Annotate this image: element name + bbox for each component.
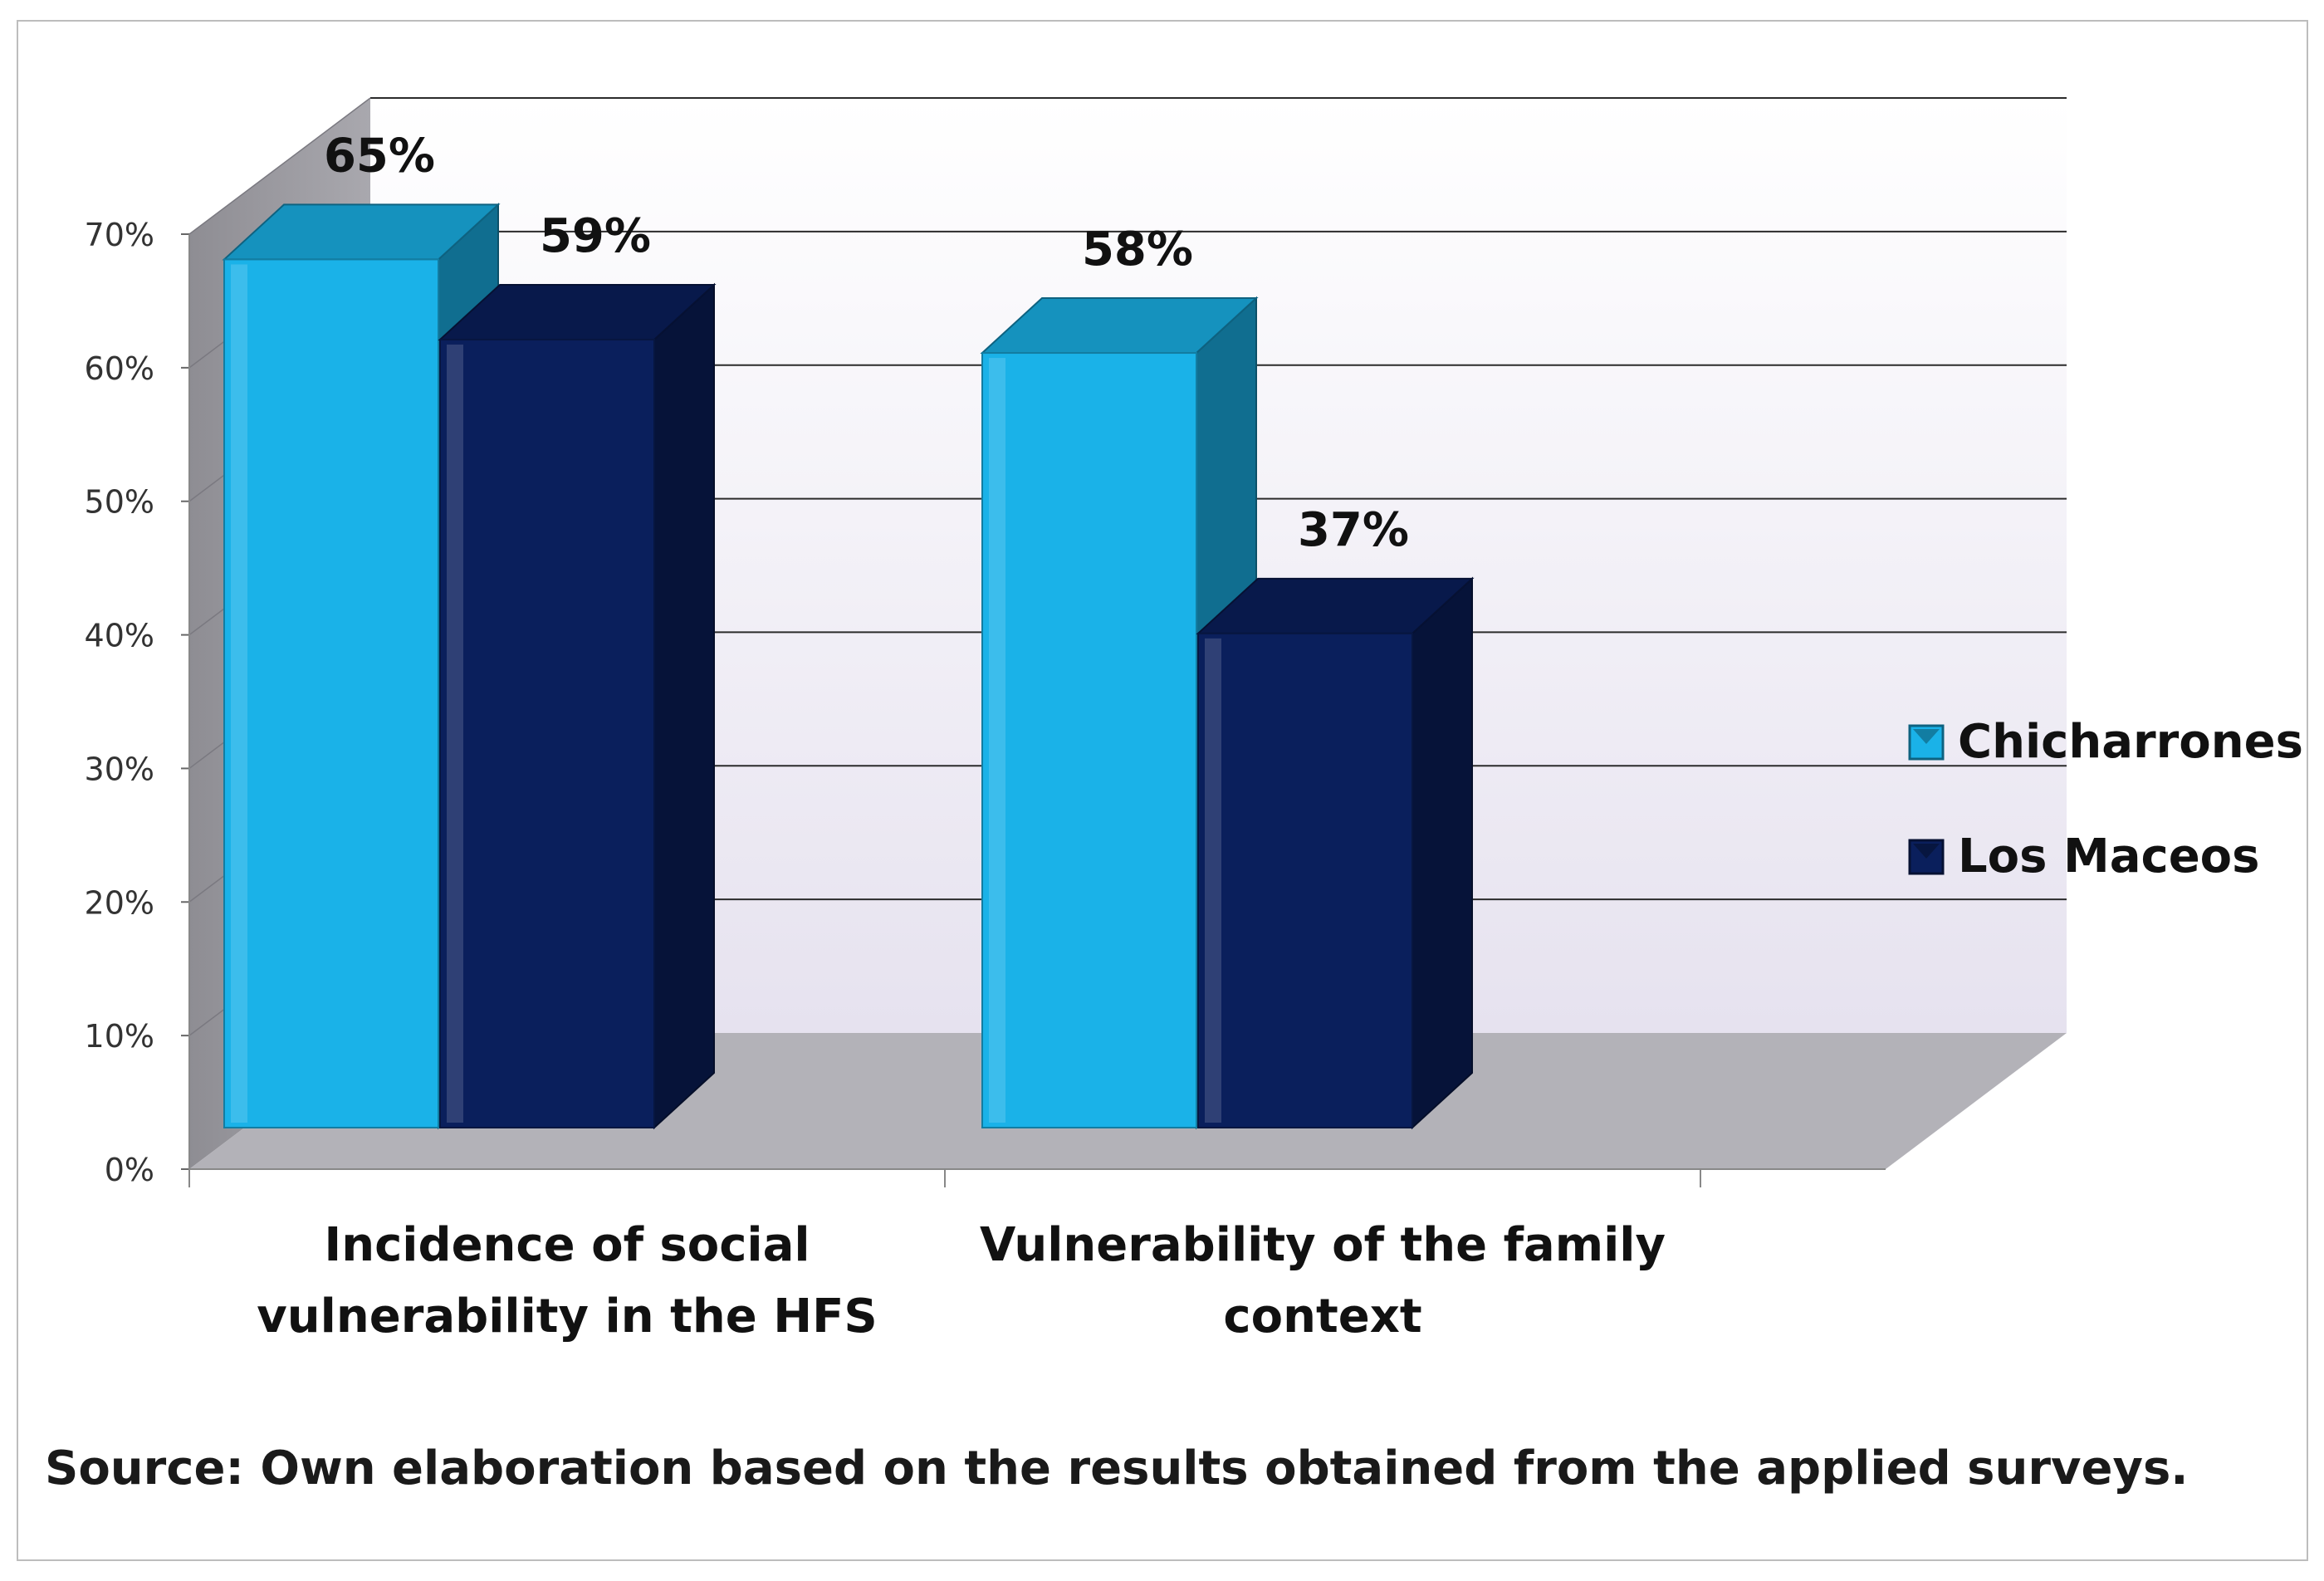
y-tick-label: 50%	[85, 484, 154, 521]
data-label: 37%	[1298, 503, 1409, 557]
y-tick-label: 60%	[85, 350, 154, 387]
source-note: Source: Own elaboration based on the res…	[45, 1442, 2189, 1495]
bar-front	[223, 258, 439, 1128]
legend-label: Los Maceos	[1958, 830, 2259, 884]
legend-swatch-shade	[1913, 844, 1940, 859]
gridline-side	[188, 97, 371, 235]
y-tick-label: 30%	[85, 751, 154, 787]
data-label: 58%	[1082, 223, 1193, 277]
legend-label: Chicharrones	[1958, 715, 2303, 769]
legend-item-2: Los Maceos	[1908, 830, 2259, 884]
legend-swatch-shade	[1913, 729, 1940, 744]
bar-los-maceos-1	[438, 282, 717, 1130]
bar-los-maceos-2	[1196, 576, 1475, 1130]
category-label: vulnerability in the HFS	[257, 1290, 877, 1344]
y-tick-label: 70%	[85, 217, 154, 253]
bar-front	[981, 352, 1197, 1128]
y-tick-label: 0%	[105, 1152, 154, 1188]
bar-highlight	[1205, 638, 1221, 1123]
y-tick-label: 10%	[85, 1018, 154, 1055]
legend-item-1: Chicharrones	[1908, 715, 2303, 769]
bar-side	[653, 282, 715, 1130]
category-label: context	[1223, 1290, 1421, 1344]
bar-highlight	[447, 344, 463, 1123]
y-tick-label: 40%	[85, 618, 154, 654]
bar-front	[1197, 632, 1413, 1128]
category-label: Incidence of social	[324, 1218, 810, 1272]
bar-highlight	[989, 358, 1005, 1123]
data-label: 65%	[324, 129, 435, 183]
bar-front	[439, 338, 655, 1128]
bar-side	[1412, 576, 1473, 1130]
data-label: 59%	[540, 209, 651, 263]
bar-highlight	[231, 264, 247, 1123]
y-tick-label: 20%	[85, 884, 154, 921]
category-label: Vulnerability of the family	[980, 1218, 1666, 1272]
